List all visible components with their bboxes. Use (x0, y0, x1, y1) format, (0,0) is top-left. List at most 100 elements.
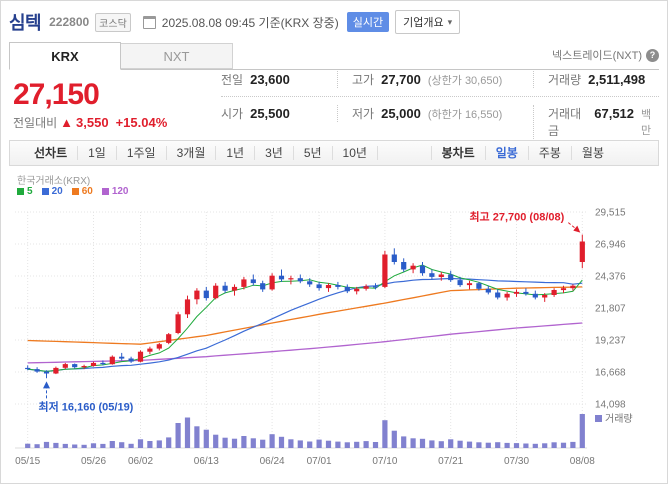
range-1d[interactable]: 1일 (78, 146, 117, 160)
prev-close-value: 23,600 (250, 72, 290, 87)
range-10y[interactable]: 10년 (333, 146, 378, 160)
ma60-swatch (71, 188, 79, 195)
change-percent: +15.04% (115, 115, 168, 131)
amount-unit: 백만 (641, 109, 652, 137)
price-section: 27,150 전일대비 ▲ 3,550 +15.04% 전일 23,600 고가… (9, 70, 659, 140)
volume-cell: 거래량 2,511,498 (533, 71, 659, 88)
high-label: 고가 (352, 73, 375, 87)
svg-text:07/01: 07/01 (307, 456, 332, 467)
range-3m[interactable]: 3개월 (167, 146, 217, 160)
candlestick-chart-svg: 29,515 26,946 24,376 21,807 19,237 16,668 14,0… (15, 208, 633, 467)
range-group: 선차트 1일 1주일 3개월 1년 3년 5년 10년 (24, 146, 378, 160)
upper-limit: (상한가 30,650) (427, 75, 503, 87)
svg-text:07/30: 07/30 (504, 456, 529, 467)
svg-text:06/13: 06/13 (194, 456, 219, 467)
amount-label: 거래대금 (548, 107, 582, 138)
line-chart-button[interactable]: 선차트 (24, 146, 79, 160)
svg-text:06/24: 06/24 (260, 456, 285, 467)
range-5y[interactable]: 5년 (294, 146, 333, 160)
ma5-swatch (17, 188, 24, 195)
price-change-row: 전일대비 ▲ 3,550 +15.04% (13, 114, 221, 131)
range-1w[interactable]: 1주일 (117, 146, 167, 160)
prev-close-cell: 전일 23,600 (221, 71, 337, 88)
high-cell: 고가 27,700 (상한가 30,650) (337, 71, 533, 88)
tab-krx[interactable]: KRX (9, 42, 121, 70)
up-arrow-icon: ▲ (60, 115, 74, 131)
period-monthly[interactable]: 월봉 (581, 146, 604, 160)
svg-text:21,807: 21,807 (595, 304, 626, 315)
summary-row-1: 전일 23,600 고가 27,700 (상한가 30,650) 거래량 2,5… (221, 63, 659, 96)
low-cell: 저가 25,000 (하한가 16,550) (337, 105, 533, 122)
svg-text:거래량: 거래량 (605, 413, 633, 425)
ma20-swatch (41, 188, 49, 195)
period-group: 봉차트 일봉 주봉 월봉 (430, 146, 614, 160)
market-tabs: KRX NXT 넥스트레이드(NXT) ? (9, 41, 659, 70)
tab-nxt[interactable]: NXT (121, 43, 233, 69)
low-label: 저가 (352, 107, 375, 121)
svg-text:24,376: 24,376 (595, 272, 626, 283)
ma120-label: 120 (111, 186, 129, 197)
chart-toolbar: 선차트 1일 1주일 3개월 1년 3년 5년 10년 봉차트 일봉 주봉 월봉 (9, 140, 659, 166)
change-value: 3,550 (76, 115, 109, 131)
low-value: 25,000 (381, 106, 421, 121)
svg-text:29,515: 29,515 (595, 208, 626, 219)
svg-text:05/26: 05/26 (81, 456, 106, 467)
svg-text:최고 27,700 (08/08): 최고 27,700 (08/08) (469, 210, 564, 224)
amount-value: 67,512 (594, 106, 635, 121)
calendar-icon (142, 15, 156, 29)
ma120-swatch (101, 188, 109, 195)
svg-text:06/02: 06/02 (128, 456, 153, 467)
nxt-info: 넥스트레이드(NXT) ? (552, 47, 659, 69)
svg-text:26,946: 26,946 (595, 240, 626, 251)
ma20-legend: 20 (41, 186, 63, 197)
svg-text:07/21: 07/21 (438, 456, 463, 467)
chevron-down-icon: ▾ (447, 16, 453, 27)
svg-text:16,668: 16,668 (595, 368, 626, 379)
high-value: 27,700 (381, 72, 421, 87)
amount-cell: 거래대금 67,512 백만 (533, 105, 659, 139)
header: 심텍 222800 코스닥 2025.08.08 09:45 기준(KRX 장중… (9, 9, 659, 35)
svg-text:08/08: 08/08 (570, 456, 595, 467)
ma60-legend: 60 (71, 186, 93, 197)
prev-close-label: 전일 (221, 73, 244, 87)
ma60-label: 60 (81, 186, 93, 197)
candle-chart-button[interactable]: 봉차트 (430, 146, 486, 160)
exchange-label: 한국거래소(KRX) (17, 176, 91, 187)
ma20-label: 20 (51, 186, 63, 197)
svg-text:07/10: 07/10 (372, 456, 397, 467)
stock-code: 222800 (49, 15, 90, 29)
ma5-label: 5 (27, 186, 33, 197)
open-label: 시가 (221, 107, 244, 121)
help-icon[interactable]: ? (646, 48, 659, 62)
price-chart[interactable]: 한국거래소(KRX) 5 20 60 120 29,515 26,946 24,37… (9, 170, 659, 472)
svg-text:19,237: 19,237 (595, 336, 626, 347)
ma5-legend: 5 (17, 186, 33, 197)
period-weekly[interactable]: 주봉 (529, 146, 572, 160)
market-badge: 코스닥 (95, 12, 131, 32)
ma120-legend: 120 (101, 186, 129, 197)
svg-text:14,098: 14,098 (595, 400, 626, 411)
svg-text:최저 16,160 (05/19): 최저 16,160 (05/19) (39, 399, 134, 413)
volume-label: 거래량 (548, 73, 582, 87)
ma-legend: 5 20 60 120 (17, 186, 129, 197)
current-price: 27,150 (13, 77, 100, 111)
open-value: 25,500 (250, 106, 290, 121)
summary-table: 전일 23,600 고가 27,700 (상한가 30,650) 거래량 2,5… (221, 70, 659, 140)
range-1y[interactable]: 1년 (216, 146, 256, 160)
open-cell: 시가 25,500 (221, 105, 337, 122)
lower-limit: (하한가 16,550) (427, 109, 503, 121)
volume-value: 2,511,498 (588, 72, 646, 87)
period-daily[interactable]: 일봉 (486, 146, 529, 160)
summary-row-2: 시가 25,500 저가 25,000 (하한가 16,550) 거래대금 67… (221, 96, 659, 147)
company-overview-button[interactable]: 기업개요 ▾ (395, 10, 461, 34)
realtime-badge: 실시간 (346, 12, 390, 32)
current-price-block: 27,150 전일대비 ▲ 3,550 +15.04% (9, 70, 221, 140)
range-3y[interactable]: 3년 (255, 146, 294, 160)
svg-text:05/15: 05/15 (15, 456, 40, 467)
change-label: 전일대비 (13, 116, 58, 131)
company-overview-label: 기업개요 (403, 17, 444, 29)
quote-time: 2025.08.08 09:45 기준(KRX 장중) (161, 15, 339, 30)
stock-name: 심텍 (9, 13, 42, 33)
nxt-info-label: 넥스트레이드(NXT) (551, 50, 642, 62)
